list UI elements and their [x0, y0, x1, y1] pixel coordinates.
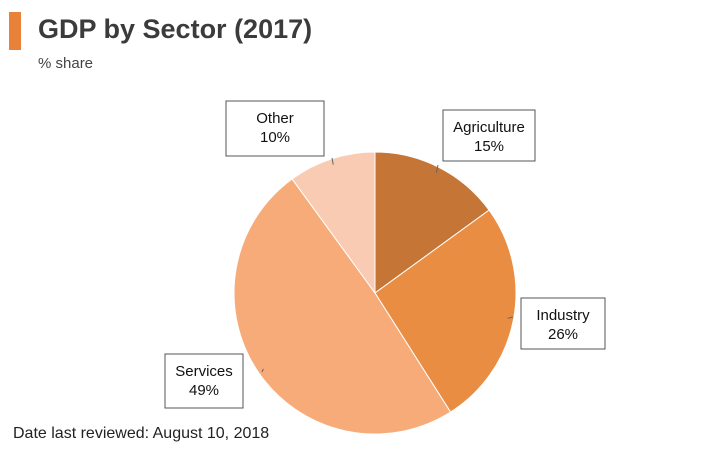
pie-slice-services: [233, 178, 452, 435]
slice-value-label: 49%: [189, 382, 219, 399]
slice-value-label: 15%: [474, 138, 504, 155]
callout-leader-line: [507, 316, 514, 319]
chart-subtitle: % share: [38, 55, 94, 72]
callout-leader-line: [261, 368, 264, 373]
slice-label: Agriculture: [453, 119, 525, 136]
callout-industry: Industry 26%: [507, 297, 606, 350]
chart-title: GDP by Sector (2017): [38, 14, 313, 44]
slice-value-label: 26%: [548, 326, 578, 343]
callout-other: Other 10%: [225, 100, 334, 165]
callout-services: Services 49%: [164, 353, 264, 409]
callout-box: [225, 100, 325, 157]
slice-label: Other: [256, 110, 294, 127]
pie-slice-other: [291, 151, 376, 295]
callout-box: [164, 353, 244, 409]
callout-box: [520, 297, 606, 350]
slice-label: Services: [175, 363, 233, 380]
title-accent-bar: [9, 12, 21, 50]
slice-value-label: 10%: [260, 129, 290, 146]
callout-agriculture: Agriculture 15%: [435, 109, 536, 173]
slice-label: Industry: [536, 307, 590, 324]
callout-leader-line: [331, 157, 334, 165]
callout-box: [442, 109, 536, 162]
pie-slice-agriculture: [374, 151, 490, 294]
date-last-reviewed: Date last reviewed: August 10, 2018: [13, 425, 270, 442]
callout-leader-line: [435, 164, 439, 173]
pie-slice-industry: [374, 209, 517, 413]
